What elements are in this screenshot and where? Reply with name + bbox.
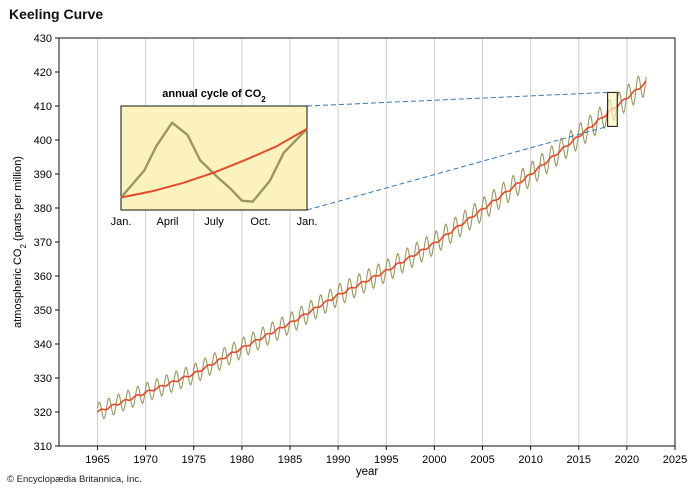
y-tick-label-400: 400 (34, 135, 52, 147)
x-tick-label-1980: 1980 (230, 454, 254, 466)
inset-title-main: annual cycle of CO (162, 88, 261, 100)
inset-background (120, 105, 308, 211)
inset-monthly-line (120, 121, 308, 203)
y-tick-label-410: 410 (34, 101, 52, 113)
x-tick-label-2005: 2005 (470, 454, 494, 466)
y-tick-label-330: 330 (34, 373, 52, 385)
y-axis-label: atmospheric CO2 (parts per million) (12, 156, 28, 328)
x-tick-label-2015: 2015 (567, 454, 591, 466)
x-tick-label-2010: 2010 (518, 454, 542, 466)
inset-x-axis: Jan. April July Oct. Jan. (111, 216, 318, 228)
inset-x-label-2: July (204, 216, 224, 228)
x-axis: 1965 1970 1975 1980 1985 1990 1995 2000 2005 2010… (85, 446, 687, 466)
chart-title: Keeling Curve (9, 6, 104, 22)
highlight-box (607, 91, 618, 127)
y-tick-label-420: 420 (34, 67, 52, 79)
y-axis-label-subscript: 2 (19, 244, 28, 249)
copyright-credit: © Encyclopædia Britannica, Inc. (7, 474, 142, 485)
inset-x-label-3: Oct. (250, 216, 270, 228)
x-tick-label-2025: 2025 (663, 454, 687, 466)
x-tick-label-1965: 1965 (85, 454, 109, 466)
inset-x-label-4: Jan. (297, 216, 318, 228)
inset-series (120, 121, 308, 203)
y-tick-label-390: 390 (34, 169, 52, 181)
inset-x-label-0: Jan. (111, 216, 132, 228)
y-tick-label-360: 360 (34, 271, 52, 283)
y-tick-label-350: 350 (34, 305, 52, 317)
y-tick-label-310: 310 (34, 441, 52, 453)
plot-frame (58, 37, 676, 447)
annual-cycle-inset: annual cycle of CO2 Jan. April July Oct. Jan… (111, 88, 318, 228)
y-tick-label-380: 380 (34, 203, 52, 215)
y-axis-label-units: (parts per million) (12, 156, 24, 244)
x-axis-label: year (356, 466, 379, 478)
y-tick-label-430: 430 (34, 33, 52, 45)
inset-connector-top (306, 91, 608, 107)
x-tick-label-1995: 1995 (374, 454, 398, 466)
x-tick-label-1990: 1990 (326, 454, 350, 466)
x-tick-label-1970: 1970 (133, 454, 157, 466)
y-tick-label-370: 370 (34, 237, 52, 249)
y-tick-label-320: 320 (34, 407, 52, 419)
x-tick-label-2020: 2020 (615, 454, 639, 466)
y-axis: 310 320 330 340 350 360 370 380 390 400 410 420 430 (34, 33, 59, 453)
trend-co2-line (96, 80, 647, 413)
x-tick-label-1985: 1985 (278, 454, 302, 466)
inset-connector-bottom (306, 125, 608, 211)
monthly-co2-line (96, 75, 647, 420)
y-axis-label-main: atmospheric CO (12, 248, 24, 328)
inset-title-subscript: 2 (261, 95, 266, 104)
inset-x-label-1: April (156, 216, 178, 228)
main-series (96, 75, 647, 420)
inset-trend-line (120, 128, 308, 199)
x-tick-label-1975: 1975 (182, 454, 206, 466)
y-tick-label-340: 340 (34, 339, 52, 351)
inset-title: annual cycle of CO2 (162, 88, 266, 104)
x-tick-label-2000: 2000 (422, 454, 446, 466)
